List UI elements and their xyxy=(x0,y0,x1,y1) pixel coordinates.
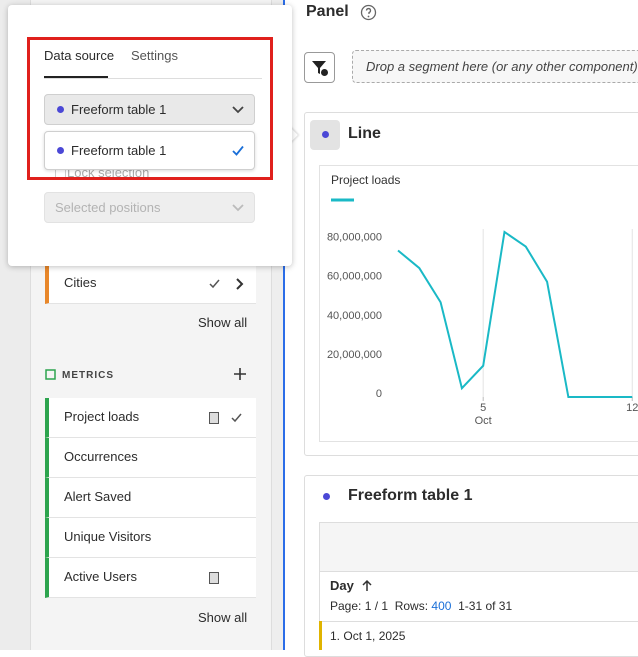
item-icons xyxy=(209,278,244,290)
metric-label: Active Users xyxy=(64,569,137,584)
positions-dropdown[interactable]: Selected positions xyxy=(44,192,255,223)
row-range: 1-31 of 31 xyxy=(458,599,513,613)
rows-label: Rows: xyxy=(394,599,429,613)
tab[interactable]: Data source xyxy=(44,48,115,63)
tab-underline xyxy=(44,76,108,78)
positions-placeholder: Selected positions xyxy=(55,200,161,215)
divider xyxy=(283,0,285,650)
column-header xyxy=(319,571,638,622)
y-tick-label: 20,000,000 xyxy=(327,349,382,361)
metrics-title: METRICS xyxy=(62,370,114,381)
source-option[interactable]: Freeform table 1 xyxy=(71,143,167,158)
metric-label: Unique Visitors xyxy=(64,529,152,544)
metric-item[interactable]: Alert Saved xyxy=(45,478,256,518)
row-label: Oct 1, 2025 xyxy=(343,629,406,643)
drop-zone[interactable]: Drop a segment here (or any other compon… xyxy=(352,50,638,83)
calculated-icon xyxy=(209,572,219,584)
tab-rule xyxy=(44,78,262,79)
metric-item[interactable]: Unique Visitors xyxy=(45,518,256,558)
row-marker xyxy=(319,621,322,650)
x-tick-label: 12 xyxy=(626,402,638,414)
rows-value[interactable]: 400 xyxy=(431,599,452,613)
dropdown-menu: Freeform table 1 xyxy=(44,131,255,170)
metric-label: Project loads xyxy=(64,409,140,424)
metric-label: Occurrences xyxy=(64,449,138,464)
viz-icon xyxy=(310,120,340,150)
add-metric[interactable] xyxy=(233,367,247,381)
panel-title: Panel xyxy=(306,3,349,20)
table-row[interactable]: 1. Oct 1, 2025 xyxy=(330,628,405,644)
selected-source: Freeform table 1 xyxy=(71,102,167,117)
highlight-box xyxy=(27,37,273,180)
metrics-icon xyxy=(45,369,56,380)
page-label: Page: 1 / 1 xyxy=(330,599,389,613)
x-tick-label: 5 xyxy=(480,402,486,414)
pagination: Page: 1 / 1 Rows: 400 1-31 of 31 xyxy=(330,598,512,614)
calculated-icon xyxy=(209,412,219,424)
column-title[interactable]: Day xyxy=(330,578,354,593)
chart-frame xyxy=(319,165,638,442)
dimension-label: Cities xyxy=(64,275,97,290)
metric-item[interactable]: Project loads xyxy=(45,398,256,438)
y-tick-label: 60,000,000 xyxy=(327,271,382,283)
table-header xyxy=(319,522,638,572)
x-month-label: Oct xyxy=(475,415,492,427)
y-tick-label: 0 xyxy=(376,388,382,400)
metric-label: Alert Saved xyxy=(64,489,132,504)
y-tick-label: 40,000,000 xyxy=(327,310,382,322)
tab[interactable]: Settings xyxy=(131,48,178,63)
metric-item[interactable]: Occurrences xyxy=(45,438,256,478)
legend-label: Project loads xyxy=(331,173,400,187)
drop-zone-text: Drop a segment here (or any other compon… xyxy=(366,59,638,74)
source-dropdown[interactable]: Freeform table 1 xyxy=(44,94,255,125)
line-title: Line xyxy=(348,125,381,142)
metric-item[interactable]: Active Users xyxy=(45,558,256,598)
dimension-item[interactable]: Cities xyxy=(45,264,256,304)
show-all[interactable]: Show all xyxy=(198,610,248,625)
check-icon xyxy=(231,413,242,423)
y-tick-label: 80,000,000 xyxy=(327,232,382,244)
table-title: Freeform table 1 xyxy=(348,487,473,504)
show-all[interactable]: Show all xyxy=(198,315,248,330)
line-series xyxy=(397,230,633,398)
filter-button[interactable] xyxy=(304,52,335,83)
row-index: 1. xyxy=(330,629,341,643)
help-icon[interactable] xyxy=(360,4,377,21)
line-card xyxy=(304,112,638,456)
sort-icon[interactable] xyxy=(362,579,372,592)
